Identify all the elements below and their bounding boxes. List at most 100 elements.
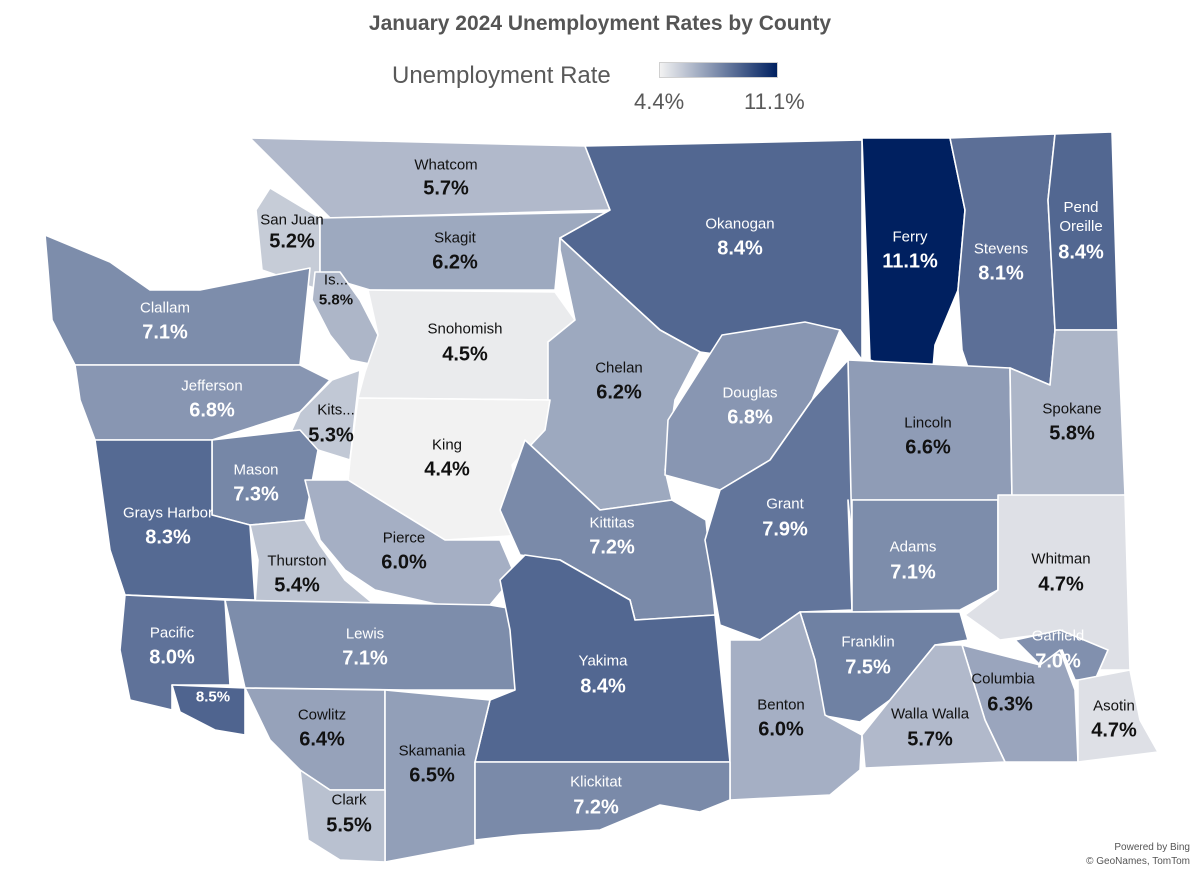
county-name-label: Okanogan [705, 215, 775, 233]
county-rate-label: 7.0% [1035, 650, 1081, 673]
county-rate-label: 6.8% [727, 406, 773, 429]
county-shape-asotin [1077, 669, 1159, 763]
county-shape-unlabeled [171, 684, 246, 736]
county-rate-label: 7.5% [845, 656, 891, 679]
county-name-label: Pend Oreille [1059, 199, 1103, 235]
county-name-label: Thurston [267, 552, 327, 570]
legend-color-scale [659, 62, 778, 78]
county-name-label: Stevens [973, 240, 1029, 258]
county-name-label: Ferry [892, 228, 928, 246]
county-rate-label: 6.3% [987, 693, 1033, 716]
county-name-label: Kittitas [589, 514, 635, 532]
county-rate-label: 7.1% [342, 647, 388, 670]
county-shape-grant [704, 359, 853, 641]
county-name-label: Clark [331, 791, 367, 809]
county-shape-whatcom [249, 137, 611, 219]
county-shape-adams [851, 499, 999, 613]
county-rate-label: 4.5% [442, 343, 488, 366]
county-name-label: Chelan [595, 359, 643, 377]
county-rate-label: 5.3% [308, 424, 354, 447]
county-rate-label: 8.1% [978, 262, 1024, 285]
county-rate-label: 6.0% [381, 551, 427, 574]
county-shape-yakima [474, 554, 731, 763]
county-name-label: Skagit [434, 229, 476, 247]
county-rate-label: 7.2% [573, 796, 619, 819]
county-name-label: Garfield [1031, 627, 1085, 645]
county-rate-label: 6.0% [758, 718, 804, 741]
county-name-label: Lewis [345, 625, 385, 643]
county-name-label: Franklin [841, 633, 895, 651]
county-rate-label: 4.7% [1091, 719, 1137, 742]
county-name-label: Yakima [578, 652, 628, 670]
county-rate-label: 6.2% [596, 381, 642, 404]
county-name-label: Cowlitz [297, 706, 347, 724]
county-rate-label: 5.4% [274, 574, 320, 597]
county-rate-label: 5.8% [318, 291, 354, 309]
county-name-label: Whatcom [414, 156, 478, 174]
county-name-label: Clallam [139, 299, 191, 317]
county-rate-label: 8.3% [145, 526, 191, 549]
county-name-label: San Juan [260, 211, 324, 229]
county-rate-label: 8.4% [1058, 241, 1104, 264]
county-name-label: Mason [233, 461, 279, 479]
county-rate-label: 6.4% [299, 728, 345, 751]
county-rate-label: 5.2% [269, 230, 315, 253]
county-name-label: Klickitat [570, 773, 622, 791]
county-rate-label: 8.4% [580, 675, 626, 698]
county-rate-label: 6.6% [905, 436, 951, 459]
county-name-label: King [431, 436, 463, 454]
county-name-label: Asotin [1093, 697, 1135, 715]
county-shape-clark [299, 769, 386, 863]
county-name-label: Skamania [398, 742, 466, 760]
county-shape-king [347, 397, 551, 541]
county-rate-label: 6.2% [432, 251, 478, 274]
map-credit: Powered by Bing © GeoNames, TomTom [1086, 841, 1190, 869]
legend-min-label: 4.4% [634, 89, 685, 114]
county-name-label: Lincoln [904, 414, 952, 432]
county-rate-label: 8.5% [195, 688, 231, 706]
legend-max-label: 11.1% [744, 89, 805, 114]
county-rate-label: 8.4% [717, 237, 763, 260]
county-shape-walla-walla [861, 644, 1006, 769]
county-rate-label: 4.4% [424, 458, 470, 481]
county-rate-label: 7.1% [890, 561, 936, 584]
county-name-label: Pierce [382, 529, 426, 547]
county-shape-clallam [44, 234, 311, 366]
county-rate-label: 7.1% [142, 321, 188, 344]
county-name-label: Kits... [317, 401, 355, 419]
county-name-label: Pacific [149, 624, 195, 642]
county-shape-stevens [949, 133, 1056, 389]
county-rate-label: 5.7% [907, 728, 953, 751]
county-name-label: Is... [323, 271, 349, 289]
county-name-label: Whitman [1031, 550, 1091, 568]
legend-label: Unemployment Rate [392, 62, 611, 89]
county-shape-thurston [249, 519, 376, 606]
county-rate-label: 7.3% [233, 483, 279, 506]
county-shape-grays-harbor [94, 439, 256, 601]
county-shape-lewis [224, 599, 521, 691]
county-rate-label: 5.5% [326, 814, 372, 837]
county-name-label: Benton [757, 696, 805, 714]
county-rate-label: 8.0% [149, 646, 195, 669]
county-name-label: Snohomish [427, 320, 503, 338]
county-name-label: Columbia [971, 670, 1035, 688]
county-name-label: Jefferson [181, 377, 243, 395]
county-rate-label: 11.1% [882, 250, 938, 273]
county-shape-jefferson [74, 364, 331, 441]
map-title: January 2024 Unemployment Rates by Count… [368, 12, 832, 35]
county-rate-label: 4.7% [1038, 573, 1084, 596]
county-shape-pacific [119, 594, 231, 711]
county-rate-label: 6.8% [189, 399, 235, 422]
county-name-label: Grays Harbor [122, 504, 214, 522]
county-rate-label: 7.9% [762, 518, 808, 541]
credit-copyright: © GeoNames, TomTom [1086, 856, 1190, 867]
county-name-label: Walla Walla [890, 705, 970, 723]
county-name-label: Spokane [1042, 400, 1102, 418]
county-rate-label: 7.2% [589, 536, 635, 559]
credit-powered-by: Powered by Bing [1114, 842, 1190, 853]
county-shape-klickitat [474, 761, 731, 841]
county-shape-benton [729, 611, 863, 801]
county-name-label: Douglas [722, 384, 778, 402]
county-name-label: Grant [766, 495, 804, 513]
county-name-label: Adams [889, 538, 937, 556]
